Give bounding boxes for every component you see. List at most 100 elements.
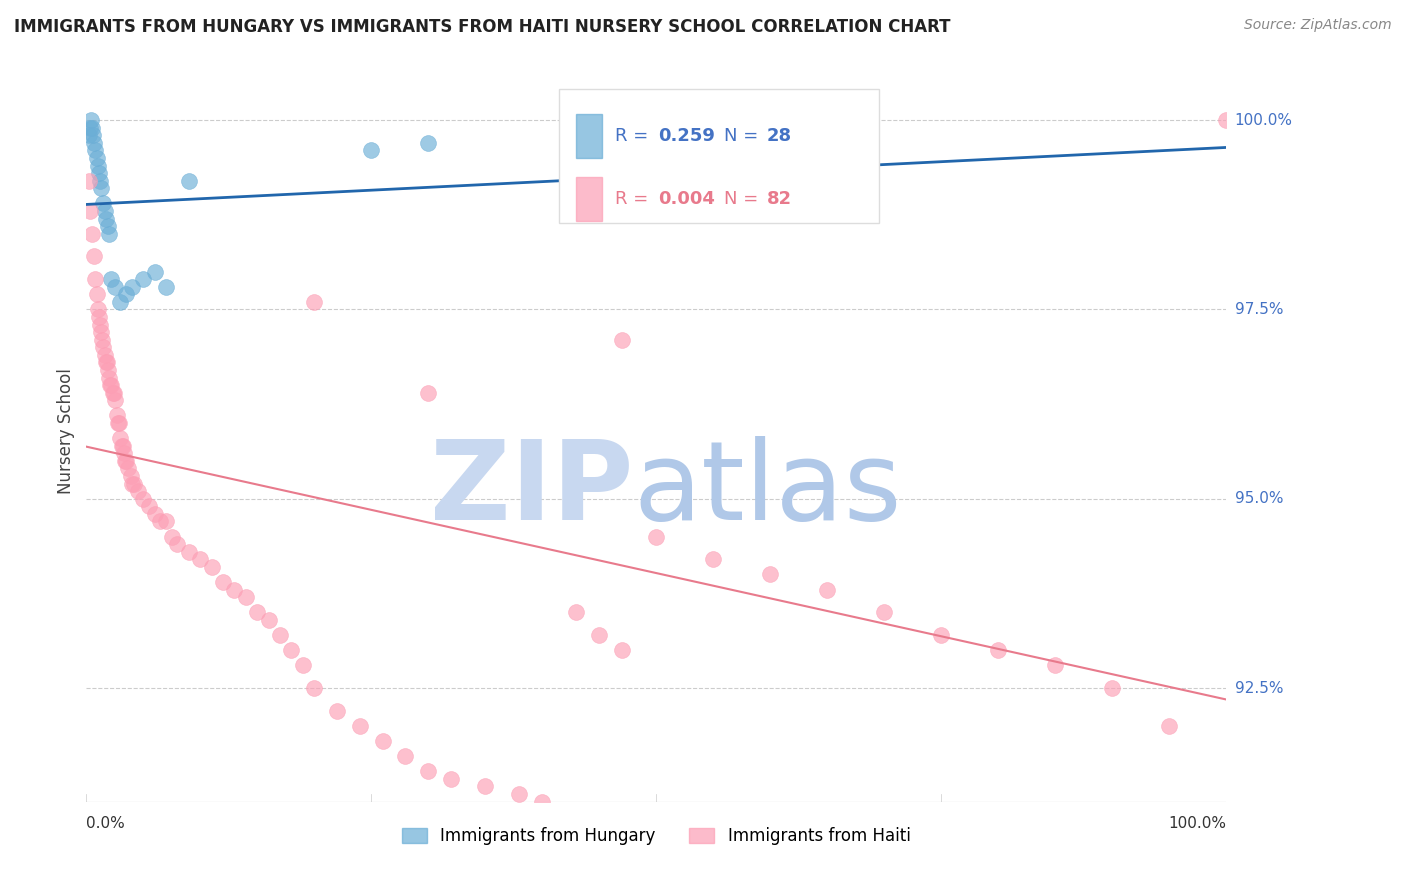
- Point: [177, 545, 200, 559]
- Point: [108, 416, 131, 430]
- Point: [360, 144, 382, 158]
- Point: [873, 605, 896, 619]
- Point: [440, 772, 463, 786]
- Text: 0.004: 0.004: [658, 190, 716, 208]
- Point: [120, 469, 142, 483]
- Point: [107, 416, 129, 430]
- Point: [90, 325, 112, 339]
- Point: [90, 181, 112, 195]
- Text: IMMIGRANTS FROM HUNGARY VS IMMIGRANTS FROM HAITI NURSERY SCHOOL CORRELATION CHAR: IMMIGRANTS FROM HUNGARY VS IMMIGRANTS FR…: [14, 18, 950, 36]
- Text: 82: 82: [766, 190, 792, 208]
- Text: N =: N =: [724, 190, 763, 208]
- Point: [143, 264, 166, 278]
- Point: [110, 294, 132, 309]
- Text: 0.259: 0.259: [658, 127, 716, 145]
- Text: R =: R =: [616, 127, 654, 145]
- FancyBboxPatch shape: [576, 177, 602, 221]
- Point: [77, 174, 100, 188]
- Point: [155, 515, 177, 529]
- Text: 100.0%: 100.0%: [1168, 816, 1226, 831]
- Point: [87, 310, 110, 324]
- Point: [121, 476, 143, 491]
- Point: [610, 333, 633, 347]
- Point: [235, 590, 257, 604]
- Point: [98, 227, 121, 241]
- Point: [86, 287, 108, 301]
- Y-axis label: Nursery School: Nursery School: [58, 368, 75, 493]
- Text: 97.5%: 97.5%: [1234, 302, 1284, 317]
- Point: [79, 120, 101, 135]
- Point: [269, 628, 291, 642]
- Point: [83, 250, 105, 264]
- Point: [177, 174, 200, 188]
- Point: [80, 227, 103, 241]
- Point: [138, 500, 160, 514]
- Point: [304, 294, 326, 309]
- Point: [702, 552, 724, 566]
- Point: [86, 159, 108, 173]
- Text: 92.5%: 92.5%: [1234, 681, 1284, 696]
- Point: [418, 385, 440, 400]
- Point: [508, 787, 530, 801]
- Point: [96, 355, 118, 369]
- Point: [115, 287, 138, 301]
- Point: [645, 530, 668, 544]
- Point: [112, 446, 135, 460]
- Point: [1159, 719, 1181, 733]
- Point: [280, 643, 302, 657]
- Point: [759, 567, 782, 582]
- Text: 0.0%: 0.0%: [86, 816, 125, 831]
- Point: [84, 144, 107, 158]
- Point: [531, 795, 554, 809]
- Text: ZIP: ZIP: [430, 436, 634, 543]
- Text: atlas: atlas: [634, 436, 903, 543]
- Point: [121, 279, 143, 293]
- Point: [565, 605, 588, 619]
- Point: [89, 318, 111, 332]
- Legend: Immigrants from Hungary, Immigrants from Haiti: Immigrants from Hungary, Immigrants from…: [402, 827, 911, 846]
- Text: 95.0%: 95.0%: [1234, 491, 1284, 507]
- Point: [98, 378, 121, 392]
- Point: [304, 681, 326, 695]
- Point: [93, 340, 115, 354]
- Point: [122, 476, 145, 491]
- Point: [291, 658, 314, 673]
- Text: N =: N =: [724, 127, 763, 145]
- Point: [418, 136, 440, 150]
- Point: [93, 348, 115, 362]
- Point: [80, 113, 103, 128]
- Point: [80, 120, 103, 135]
- Point: [132, 272, 155, 286]
- Point: [418, 764, 440, 779]
- Point: [79, 204, 101, 219]
- Point: [94, 211, 117, 226]
- Point: [93, 204, 115, 219]
- Point: [82, 128, 104, 143]
- Point: [84, 272, 107, 286]
- Point: [1045, 658, 1067, 673]
- Point: [702, 189, 724, 203]
- Point: [929, 628, 952, 642]
- Point: [815, 582, 838, 597]
- Point: [87, 166, 110, 180]
- Point: [349, 719, 371, 733]
- Point: [100, 378, 122, 392]
- Point: [224, 582, 246, 597]
- Point: [104, 393, 127, 408]
- Point: [610, 643, 633, 657]
- Point: [166, 537, 188, 551]
- Point: [257, 613, 280, 627]
- Point: [212, 574, 235, 589]
- Point: [1215, 113, 1237, 128]
- Point: [127, 484, 149, 499]
- Point: [394, 749, 416, 764]
- Point: [143, 507, 166, 521]
- Text: 100.0%: 100.0%: [1234, 112, 1292, 128]
- Point: [326, 704, 349, 718]
- Point: [110, 431, 132, 445]
- Point: [103, 385, 125, 400]
- Point: [149, 515, 172, 529]
- Point: [474, 780, 496, 794]
- Point: [201, 560, 224, 574]
- Point: [588, 628, 610, 642]
